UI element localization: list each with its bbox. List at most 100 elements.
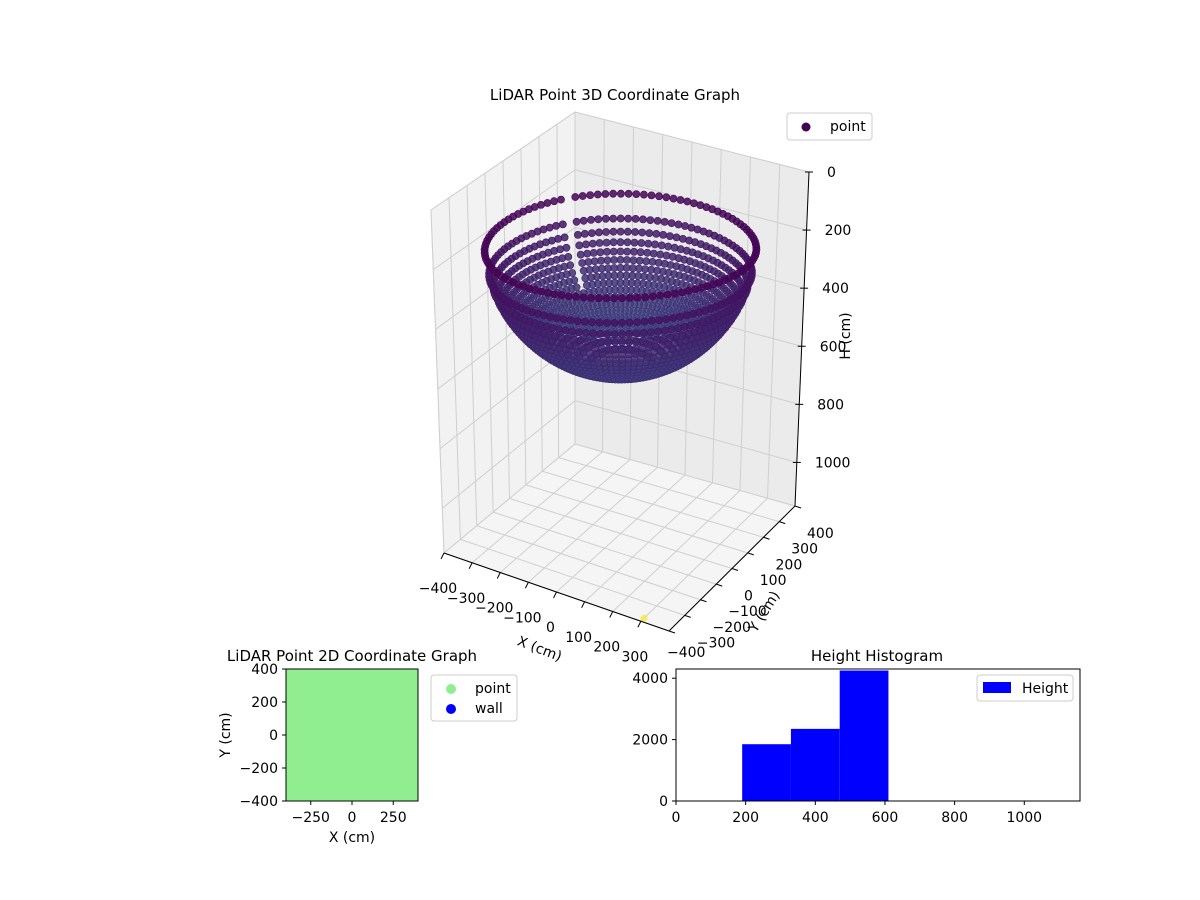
chart-3d-point bbox=[609, 238, 618, 247]
chart-3d-point bbox=[662, 251, 671, 260]
chart-3d-point bbox=[558, 220, 567, 229]
chart-3d-point bbox=[604, 338, 612, 347]
chart-3d-y-gridline bbox=[448, 197, 685, 616]
chart-2d-y-tick-label: 0 bbox=[269, 728, 278, 744]
chart-3d-point bbox=[629, 256, 638, 265]
chart-3d-point bbox=[669, 194, 678, 203]
chart-3d-point bbox=[652, 229, 661, 238]
chart-3d-point bbox=[670, 243, 679, 252]
chart-3d-point bbox=[649, 249, 658, 258]
chart-3d-point bbox=[618, 294, 626, 303]
chart-3d-point bbox=[652, 335, 661, 344]
chart-3d-point bbox=[632, 190, 641, 198]
histogram-legend-height-label: Height bbox=[1022, 681, 1069, 697]
chart-3d-point bbox=[609, 189, 617, 198]
chart-3d-point bbox=[555, 325, 563, 334]
chart-3d-y-tick bbox=[716, 583, 723, 587]
chart-3d-y-tick bbox=[668, 630, 676, 634]
chart-3d-point bbox=[583, 281, 591, 290]
chart-3d-point bbox=[578, 192, 587, 200]
chart-3d-point bbox=[586, 191, 595, 199]
chart-3d-legend: point bbox=[786, 112, 873, 141]
chart-3d-point bbox=[647, 191, 656, 200]
chart-3d-point bbox=[573, 317, 582, 325]
chart-3d-y-tick-label: −200 bbox=[713, 620, 751, 636]
chart-3d-point bbox=[589, 248, 598, 257]
chart-3d-y-tick bbox=[684, 614, 691, 618]
chart-3d-point bbox=[637, 239, 646, 247]
chart-3d-point bbox=[624, 214, 633, 223]
chart-3d-point bbox=[582, 328, 590, 337]
chart-3d-point bbox=[576, 250, 585, 259]
chart-2d-y-tick-label: −200 bbox=[240, 761, 278, 777]
chart-2d-point-region bbox=[286, 669, 418, 801]
chart-3d-point bbox=[559, 315, 568, 324]
chart-3d-point bbox=[574, 230, 582, 239]
chart-3d-point bbox=[651, 342, 660, 351]
chart-3d-x-tick bbox=[496, 572, 501, 579]
chart-3d-x-tick-label: 200 bbox=[593, 640, 620, 656]
chart-3d-point bbox=[544, 288, 552, 297]
chart-3d-point bbox=[648, 316, 656, 325]
chart-3d-point bbox=[691, 285, 700, 294]
chart-3d-point bbox=[676, 196, 685, 204]
chart-3d-point bbox=[664, 340, 673, 349]
chart-3d-x-tick bbox=[468, 562, 473, 569]
chart-3d-point bbox=[644, 239, 653, 248]
chart-2d-title: LiDAR Point 2D Coordinate Graph bbox=[227, 647, 477, 665]
chart-3d-point bbox=[625, 329, 634, 338]
chart-3d-point bbox=[676, 312, 684, 321]
chart-3d-point bbox=[625, 318, 634, 327]
chart-3d-point bbox=[595, 228, 603, 237]
chart-3d-point bbox=[571, 193, 580, 201]
chart-3d-point bbox=[631, 228, 639, 236]
chart-3d-z-tick-label: 0 bbox=[827, 165, 836, 181]
chart-3d-point bbox=[639, 328, 648, 337]
chart-3d-point bbox=[587, 215, 595, 224]
chart-3d: LiDAR Point 3D Coordinate Graph −400−300… bbox=[419, 86, 873, 665]
chart-3d-point bbox=[625, 338, 633, 346]
chart-3d-x-tick-label: 0 bbox=[546, 620, 555, 636]
chart-3d-point bbox=[683, 197, 692, 206]
chart-3d-point bbox=[595, 239, 604, 247]
chart-3d-point bbox=[680, 322, 689, 331]
chart-histogram: Height Histogram 0 200 400 600 800 1000 0 2000 4… bbox=[632, 647, 1081, 826]
chart-3d-point bbox=[550, 290, 559, 298]
chart-3d-y-tick-label: −100 bbox=[728, 604, 766, 620]
chart-3d-z-gridline bbox=[432, 169, 807, 271]
chart-3d-point bbox=[584, 343, 593, 352]
chart-3d-point bbox=[572, 217, 581, 226]
chart-3d-point bbox=[609, 247, 618, 256]
chart-3d-point bbox=[557, 333, 566, 342]
chart-3d-point bbox=[623, 227, 632, 236]
chart-3d-point bbox=[659, 334, 668, 343]
chart-3d-y-tick bbox=[747, 552, 754, 556]
chart-3d-point bbox=[590, 337, 598, 346]
chart-3d-x-tick bbox=[637, 621, 642, 628]
chart-3d-point bbox=[579, 293, 588, 302]
chart-3d-point bbox=[591, 344, 599, 353]
chart-3d-point bbox=[570, 335, 578, 344]
chart-3d-y-gridline bbox=[466, 185, 701, 601]
chart-3d-z-gridline bbox=[441, 400, 797, 509]
chart-3d-x-tick-label: −400 bbox=[419, 581, 457, 597]
histogram-x-tick-label: 400 bbox=[802, 810, 829, 826]
chart-3d-point bbox=[666, 333, 674, 342]
chart-3d-point bbox=[616, 247, 625, 256]
chart-3d-point bbox=[633, 318, 641, 326]
chart-3d-point bbox=[589, 329, 597, 338]
chart-3d-point bbox=[543, 199, 552, 207]
histogram-x-tick-label: 800 bbox=[941, 810, 968, 826]
chart-3d-x-tick-label: 100 bbox=[565, 630, 592, 646]
chart-3d-point bbox=[579, 266, 588, 275]
chart-3d-point bbox=[632, 337, 640, 346]
chart-3d-point bbox=[610, 294, 619, 303]
chart-3d-point bbox=[601, 190, 610, 198]
chart-3d-point bbox=[552, 221, 560, 230]
chart-3d-point bbox=[568, 327, 577, 336]
chart-3d-point bbox=[557, 291, 566, 299]
chart-3d-point bbox=[646, 216, 655, 224]
chart-3d-x-axis-label: X (cm) bbox=[515, 633, 564, 665]
chart-3d-point bbox=[635, 256, 644, 265]
